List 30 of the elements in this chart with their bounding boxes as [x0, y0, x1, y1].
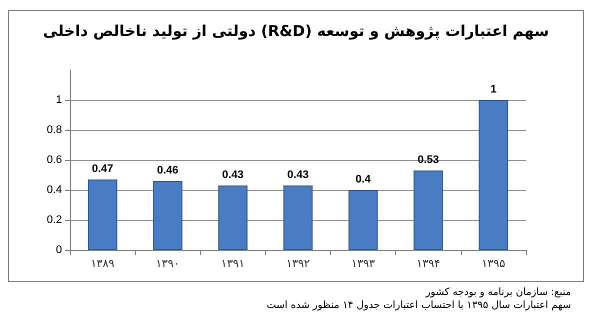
data-label: 0.43: [222, 169, 244, 181]
text: منبع: سازمان برنامه و بودجه کشور: [424, 286, 571, 299]
data-label: 0.4: [355, 174, 372, 186]
x-tick-label: ۱۳۹۴: [416, 257, 440, 270]
bar: [478, 100, 508, 250]
x-tick-label: ۱۳۹۲: [286, 257, 310, 270]
data-label: 0.47: [92, 163, 114, 175]
chart-title: سهم اعتبارات پژوهش و توسعه (R&D) دولتی از تولید ناخالص داخلی: [42, 22, 550, 40]
x-tick-label: ۱۳۹۱: [221, 257, 245, 270]
bar: [88, 180, 118, 250]
data-label: 0.43: [287, 169, 309, 181]
x-tick-label: ۱۳۹۰: [156, 257, 180, 270]
data-label: 0.53: [418, 154, 439, 166]
bar: [218, 186, 248, 250]
y-tick-label: 0: [56, 244, 62, 256]
data-label: 0.46: [157, 164, 178, 176]
x-tick-label: ۱۳۸۹: [90, 257, 114, 270]
bar: [283, 186, 313, 250]
y-tick-label: 0.2: [46, 214, 62, 226]
y-tick-label: 1: [56, 94, 62, 106]
data-label: 1: [490, 84, 496, 96]
y-tick-label: 0.8: [46, 124, 62, 136]
bar: [153, 181, 182, 250]
bar: [348, 190, 378, 250]
bar: [414, 170, 443, 250]
y-tick-label: 0.4: [46, 184, 62, 196]
y-tick-label: 0.6: [46, 154, 62, 166]
text: سهم اعتبارات سال ۱۳۹۵ با احتساب اعتبارات جدول ۱۴ منظور شده است: [266, 299, 571, 312]
x-tick-label: ۱۳۹۳: [351, 257, 376, 270]
x-tick-label: ۱۳۹۵: [482, 257, 506, 270]
